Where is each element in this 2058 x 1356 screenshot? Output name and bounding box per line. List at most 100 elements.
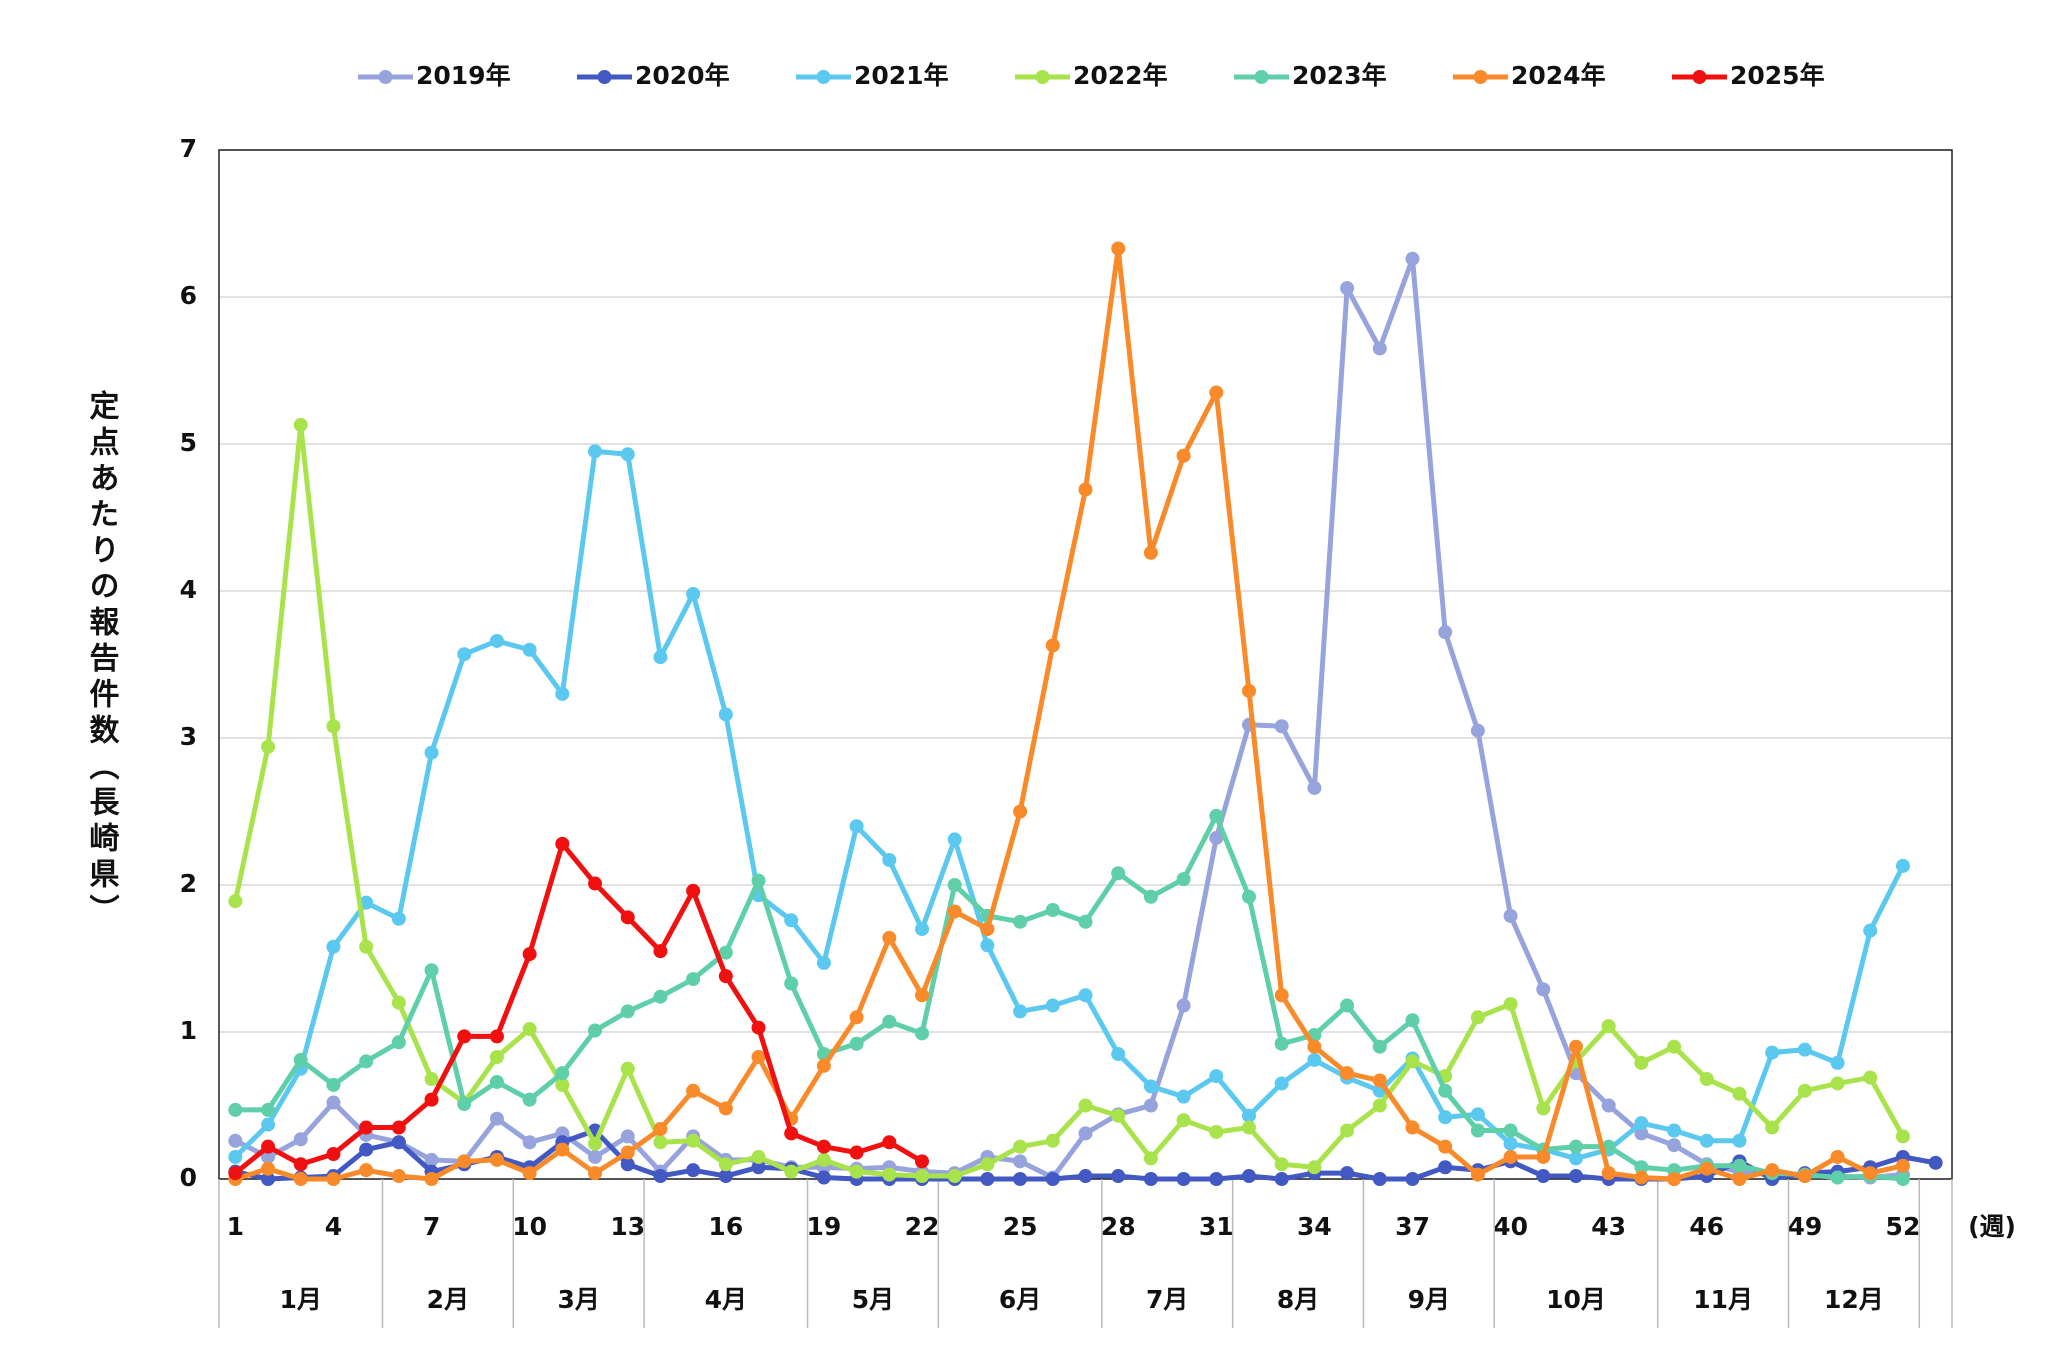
data-point [1143,1151,1158,1166]
data-point [1209,1069,1224,1084]
legend-marker [816,70,831,84]
data-point [359,1054,374,1069]
y-tick-label: 7 [180,134,197,163]
data-point [489,1029,504,1044]
data-point [1274,1172,1289,1186]
x-tick-label: 31 [1199,1212,1234,1241]
data-point [1405,1054,1420,1069]
y-tick-label: 0 [180,1163,197,1192]
data-point [882,1135,897,1150]
data-point [1568,1151,1583,1166]
data-point [620,910,635,925]
data-point [1601,1166,1616,1181]
data-point [391,1169,406,1184]
data-point [1699,1072,1714,1087]
data-point [1078,988,1093,1003]
month-label: 8月 [1277,1285,1319,1314]
data-point [457,647,472,662]
legend-label: 2021年 [854,61,949,90]
data-point [1045,1172,1060,1186]
data-point [849,1036,864,1051]
data-point [1568,1139,1583,1154]
data-point [457,1154,472,1169]
data-point [293,1052,308,1067]
data-point [1307,1160,1322,1175]
data-point [326,939,341,954]
legend-label: 2019年 [416,61,511,90]
data-point [1307,1052,1322,1067]
data-point [261,1161,276,1176]
data-point [261,1172,276,1186]
data-point [849,1145,864,1160]
data-point [359,939,374,954]
data-point [1732,1172,1747,1186]
data-point [293,1157,308,1172]
data-point [391,911,406,926]
data-point [882,1167,897,1182]
data-point [1536,1101,1551,1116]
data-point [1241,1108,1256,1123]
data-point [1470,1107,1485,1122]
y-tick-label: 6 [180,281,197,310]
data-point [326,1172,341,1186]
data-point [620,1004,635,1019]
data-point [1176,448,1191,463]
data-point [1732,1158,1747,1173]
data-point [1503,1123,1518,1138]
x-tick-label: 52 [1886,1212,1921,1241]
data-point [1372,341,1387,356]
data-point [228,1102,243,1117]
data-point [718,945,733,960]
data-point [1438,625,1453,640]
data-point [391,1135,406,1150]
data-point [228,1166,243,1181]
data-point [620,1061,635,1076]
data-point [293,1172,308,1186]
x-tick-label: 25 [1003,1212,1038,1241]
data-point [1209,1172,1224,1186]
legend-label: 2024年 [1511,61,1606,90]
data-point [1013,804,1028,819]
data-point [1045,902,1060,917]
series-line [233,448,1906,1161]
data-point [424,1172,439,1186]
data-point [1503,1149,1518,1164]
data-point [1503,1136,1518,1151]
data-point [1634,1055,1649,1070]
data-point [1536,982,1551,997]
data-point [947,904,962,919]
data-point [620,447,635,462]
data-point [849,1010,864,1025]
data-point [1470,723,1485,738]
data-point [1340,1166,1355,1181]
data-point [1830,1055,1845,1070]
data-point [1438,1160,1453,1175]
data-point [1340,1123,1355,1138]
y-tick-label: 3 [180,722,197,751]
data-point [522,1022,537,1037]
data-point [1241,1120,1256,1135]
data-point [1340,281,1355,296]
data-point [882,1014,897,1029]
data-point [1013,1139,1028,1154]
data-point [424,1092,439,1107]
data-point [816,1139,831,1154]
x-tick-label: 34 [1297,1212,1332,1241]
legend-marker [597,70,612,84]
data-point [1863,1070,1878,1085]
data-point [1209,385,1224,400]
data-point [1699,1133,1714,1148]
data-point [359,1142,374,1157]
data-point [1895,1172,1910,1186]
data-point [1634,1160,1649,1175]
month-label: 7月 [1146,1285,1188,1314]
data-point [1209,1124,1224,1139]
data-point [751,1020,766,1035]
data-point [1209,830,1224,845]
data-point [1732,1133,1747,1148]
data-point [718,707,733,722]
data-point [686,1133,701,1148]
data-point [1241,889,1256,904]
